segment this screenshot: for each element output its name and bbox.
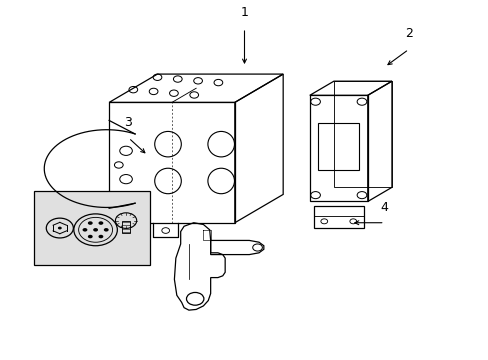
Bar	[122, 221, 130, 233]
Text: 2: 2	[404, 27, 412, 40]
Text: 4: 4	[380, 201, 388, 214]
Bar	[318, 123, 358, 170]
Bar	[333, 81, 391, 187]
Circle shape	[82, 228, 87, 231]
Bar	[109, 102, 234, 223]
Circle shape	[58, 227, 61, 229]
Circle shape	[98, 235, 103, 238]
Bar	[309, 95, 367, 202]
Circle shape	[93, 228, 98, 231]
Text: 1: 1	[240, 6, 248, 19]
Circle shape	[103, 228, 108, 231]
Circle shape	[98, 221, 103, 225]
Circle shape	[88, 235, 93, 238]
Circle shape	[88, 221, 93, 225]
Bar	[34, 191, 150, 265]
Bar	[313, 206, 363, 228]
Text: 3: 3	[124, 116, 132, 129]
